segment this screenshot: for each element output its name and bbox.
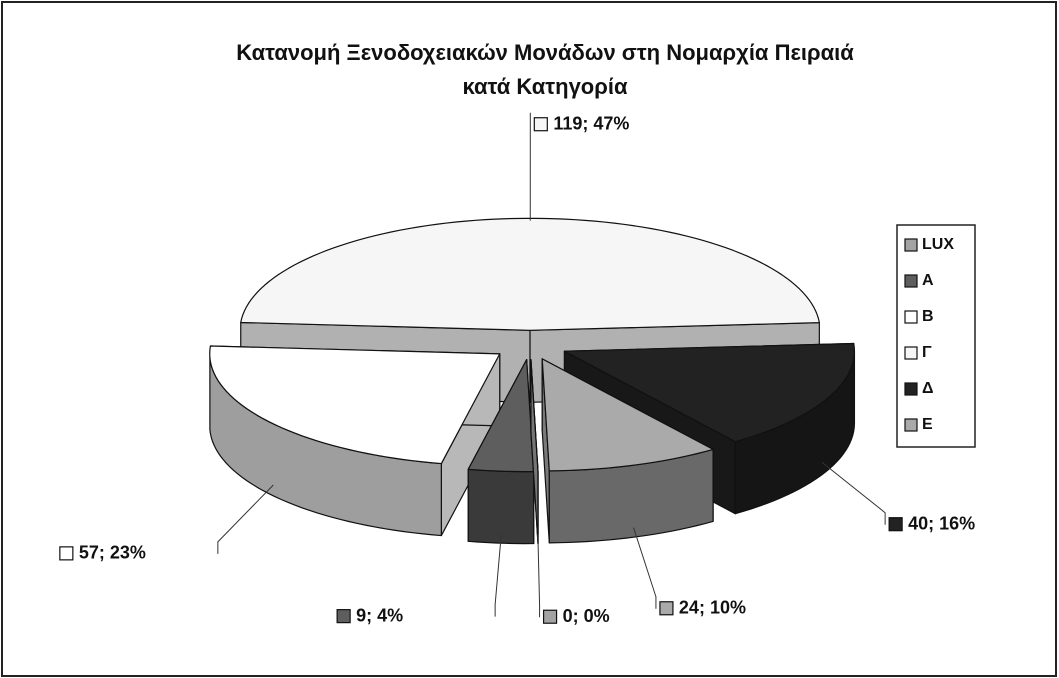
pie-slice [467, 359, 535, 545]
data-label: 40; 16% [908, 513, 975, 533]
label-swatch [533, 117, 548, 132]
slice-top [209, 345, 501, 465]
legend-label: A [922, 272, 934, 289]
slice-top [467, 359, 535, 473]
legend-label: E [922, 416, 933, 433]
legend-label: LUX [922, 236, 954, 253]
slice-top [530, 359, 539, 473]
legend-swatch [904, 418, 918, 432]
slice-top [563, 342, 856, 443]
leader-line [537, 534, 541, 618]
data-label: 24; 10% [679, 598, 746, 618]
legend-swatch [904, 238, 918, 252]
label-swatch [659, 601, 674, 616]
pie-slice [563, 342, 856, 515]
data-label: 57; 23% [79, 543, 146, 563]
leader-line [821, 461, 886, 525]
data-label: 9; 4% [356, 605, 403, 625]
label-swatch [59, 546, 74, 561]
leader-line [494, 533, 502, 617]
legend-swatch [904, 274, 918, 288]
pie-slice [541, 358, 714, 544]
leader-line [217, 484, 274, 554]
label-swatch [542, 609, 558, 624]
legend-swatch [904, 346, 918, 360]
chart-title: Κατανομή Ξενοδοχειακών Μονάδων στη Νομαρ… [236, 40, 854, 65]
label-swatch [888, 517, 903, 532]
slice-top [541, 358, 714, 472]
legend-label: B [922, 308, 934, 325]
leader-line [633, 527, 657, 609]
legend-box [896, 224, 976, 448]
legend-swatch [904, 382, 918, 396]
legend-label: Γ [922, 344, 932, 361]
data-label: 119; 47% [553, 113, 629, 133]
data-label: 0; 0% [563, 606, 610, 626]
legend-swatch [904, 310, 918, 324]
label-swatch [336, 609, 351, 624]
slice-side [467, 468, 535, 545]
chart-title: κατά Κατηγορία [463, 74, 628, 99]
legend-label: Δ [922, 380, 934, 397]
